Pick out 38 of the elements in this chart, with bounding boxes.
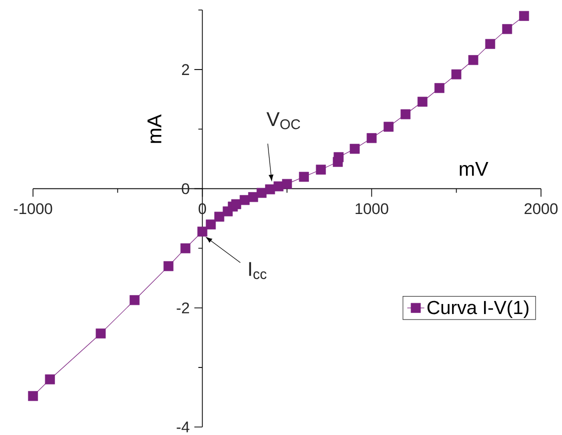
point [418, 96, 428, 107]
point [197, 226, 208, 237]
annotation: V$_{OC}$ [266, 112, 300, 130]
point [334, 152, 344, 162]
y-tick-label: -4 [176, 422, 190, 432]
point [231, 199, 242, 210]
x-axis-title: mV [460, 162, 488, 176]
point [519, 11, 530, 21]
point [384, 122, 394, 132]
point [298, 172, 309, 182]
point [350, 144, 360, 154]
point [282, 178, 292, 189]
legend-label: Curva I-V(1) [428, 300, 528, 318]
point [44, 374, 55, 384]
y-tick-label: 2 [182, 64, 190, 75]
point [96, 328, 106, 338]
point [434, 83, 444, 93]
point [214, 212, 224, 222]
y-axis-title: mA [148, 114, 162, 143]
point [28, 391, 38, 401]
point [248, 192, 258, 202]
point [366, 133, 377, 144]
point [206, 220, 216, 230]
point [485, 39, 496, 49]
point [468, 55, 478, 65]
point [316, 164, 326, 175]
point [164, 261, 174, 272]
point [451, 69, 462, 80]
y-tick-label: -2 [176, 302, 190, 314]
x-tick-label: 2000 [524, 203, 558, 214]
point [502, 24, 512, 34]
point [400, 109, 410, 120]
annotation: I$_{cc}$ [249, 262, 266, 280]
x-tick-label: 1000 [356, 203, 388, 214]
point [256, 188, 267, 198]
x-tick-label: -1000 [14, 203, 52, 214]
point [130, 295, 140, 306]
point [180, 243, 190, 254]
